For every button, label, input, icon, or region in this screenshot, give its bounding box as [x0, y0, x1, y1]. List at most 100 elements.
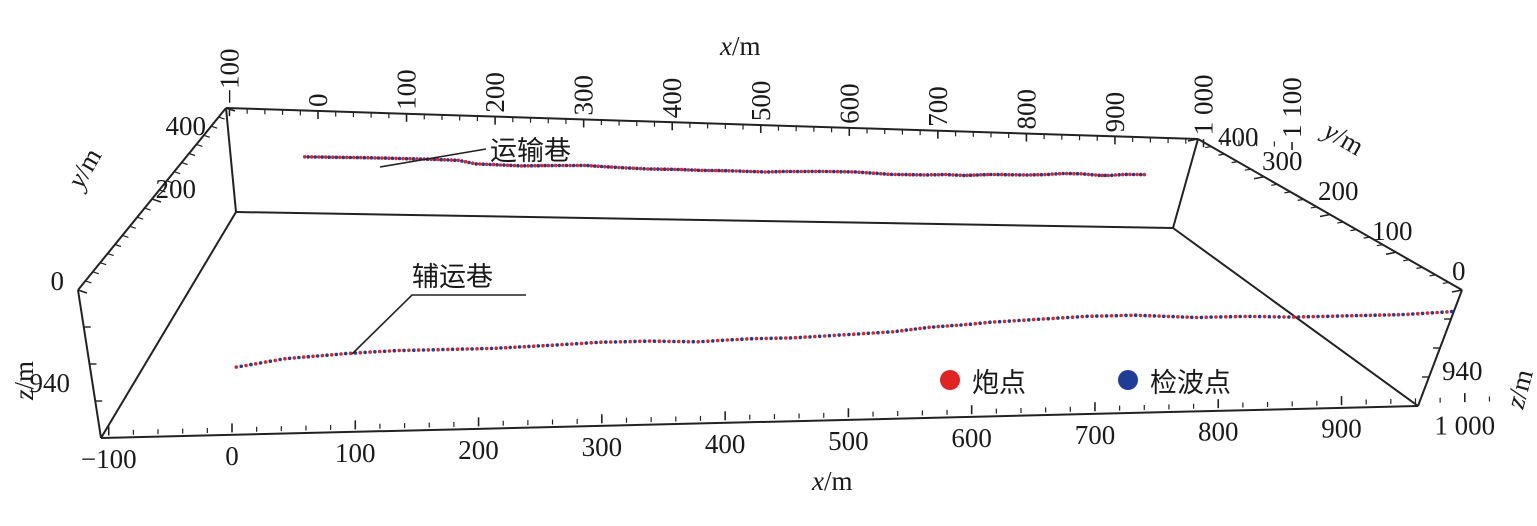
- shot-point: [491, 162, 496, 167]
- receiver-point: [1143, 313, 1147, 318]
- receiver-point: [795, 169, 800, 174]
- annotation-yunshuxiang: 运输巷: [379, 136, 571, 168]
- receiver-point: [837, 333, 841, 337]
- receiver-point: [613, 340, 618, 344]
- y-right-minor-tick: [1231, 161, 1238, 164]
- receiver-point: [759, 336, 764, 341]
- x-bottom-tick-label: 800: [1198, 417, 1239, 447]
- receiver-point: [543, 163, 547, 168]
- receiver-point: [931, 325, 936, 329]
- y-right-minor-tick: [1297, 198, 1304, 201]
- shot-point: [309, 155, 314, 159]
- receiver-point: [1010, 173, 1015, 177]
- receiver-point: [1326, 314, 1330, 319]
- receiver-point: [574, 341, 579, 346]
- receiver-point: [642, 167, 646, 171]
- receiver-point: [868, 171, 872, 175]
- left-back-z-edge: [225, 107, 237, 213]
- shot-point: [244, 363, 248, 368]
- receiver-point: [1082, 172, 1087, 176]
- y-left-minor-tick: [122, 234, 129, 238]
- receiver-point: [334, 352, 339, 357]
- receiver-point: [325, 353, 329, 358]
- receiver-point: [681, 339, 686, 344]
- receiver-point: [752, 169, 757, 174]
- y-left-minor-tick: [181, 162, 188, 166]
- receiver-point: [788, 336, 793, 340]
- x-bottom-tick-label: 700: [1075, 420, 1116, 450]
- receiver-point: [509, 163, 513, 168]
- receiver-point: [441, 347, 445, 352]
- y-right-major-tick: [1319, 213, 1331, 218]
- shot-point: [512, 163, 517, 168]
- shot-point: [589, 341, 593, 345]
- shot-point: [1028, 173, 1033, 177]
- shot-point: [498, 163, 503, 167]
- receiver-point: [839, 169, 843, 174]
- shot-point: [455, 347, 460, 352]
- receiver-point: [516, 163, 520, 168]
- shot-point: [799, 169, 803, 174]
- receiver-point: [950, 323, 954, 328]
- receiver-point: [1003, 172, 1008, 177]
- x-bottom-tick-label: 200: [458, 435, 499, 465]
- shot-point: [763, 170, 767, 174]
- shot-point: [1072, 171, 1076, 176]
- annotation-leader-line: [351, 294, 526, 355]
- receiver-point: [1046, 316, 1050, 321]
- shot-point: [659, 167, 664, 171]
- shot-point: [647, 339, 652, 343]
- shot-point: [475, 347, 479, 351]
- y-axis-title-right: y/m: [1316, 114, 1369, 162]
- shot-point: [436, 347, 440, 352]
- shot-point: [792, 169, 796, 174]
- receiver-point: [343, 351, 348, 356]
- receiver-point: [376, 156, 381, 160]
- shot-point: [735, 337, 739, 342]
- shot-point: [1031, 317, 1036, 322]
- shot-point: [323, 155, 328, 159]
- receiver-point: [847, 332, 851, 337]
- receiver-point: [1065, 315, 1070, 320]
- shot-point: [985, 172, 990, 177]
- receiver-point: [355, 155, 360, 160]
- shot-point: [1185, 315, 1189, 319]
- shot-point: [725, 338, 730, 342]
- receiver-point: [1306, 314, 1311, 319]
- shot-point: [893, 172, 897, 177]
- shot-point: [713, 168, 718, 173]
- receiver-point: [1440, 310, 1444, 315]
- receiver-point: [1085, 314, 1089, 319]
- receiver-point: [860, 170, 865, 175]
- shot-point: [638, 339, 642, 344]
- shot-point: [449, 158, 454, 162]
- shot-point: [1014, 173, 1018, 177]
- shot-point: [945, 324, 950, 328]
- receiver-point: [606, 165, 611, 169]
- receiver-point: [997, 319, 1002, 324]
- y-left-minor-tick: [100, 262, 107, 266]
- shot-point: [741, 169, 746, 174]
- shot-point: [505, 163, 510, 168]
- shot-point: [234, 365, 239, 369]
- y-right-minor-tick: [1218, 153, 1225, 156]
- receiver-point: [1190, 315, 1194, 320]
- shot-point: [394, 156, 398, 161]
- receiver-point: [565, 342, 569, 347]
- receiver-point: [1354, 313, 1359, 318]
- shot-point: [693, 168, 697, 172]
- back-bottom-x-edge: [235, 211, 1174, 229]
- receiver-point: [672, 339, 676, 344]
- shot-point: [646, 167, 650, 171]
- shot-point: [851, 332, 856, 337]
- y-left-major-tick: [225, 107, 236, 112]
- receiver-point: [1075, 171, 1080, 176]
- y-right-minor-tick: [1376, 244, 1383, 247]
- shot-point: [973, 321, 978, 326]
- receiver-point: [586, 163, 590, 168]
- shot-point: [407, 348, 411, 353]
- shot-point: [835, 169, 840, 174]
- shot-point: [1359, 313, 1363, 318]
- receiver-point: [268, 359, 273, 364]
- shot-point: [638, 166, 643, 171]
